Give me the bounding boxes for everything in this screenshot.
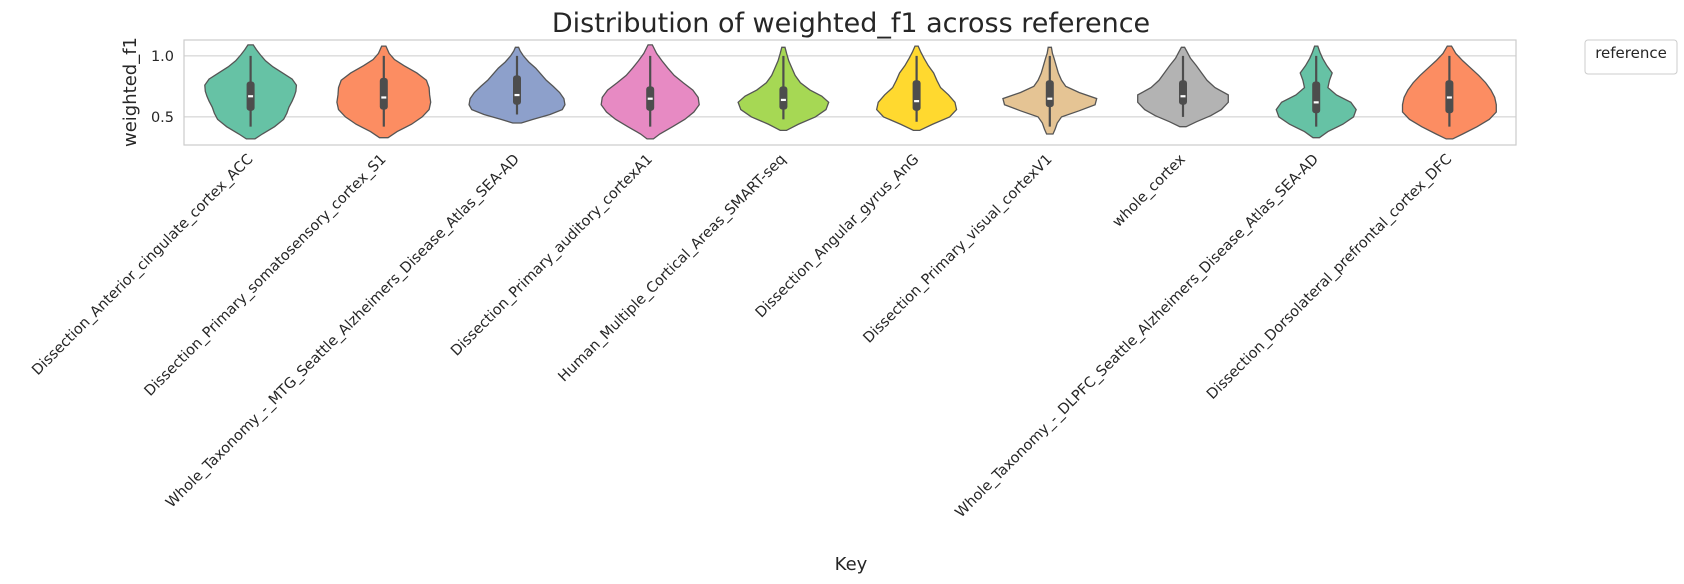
x-axis-ticks: Dissection_Anterior_cingulate_cortex_ACC… [29,151,1455,521]
violin-iqr-box [1045,80,1054,108]
legend-frame [1584,39,1678,75]
y-axis-ticks: 0.5 1.0 [151,49,174,126]
violin-group [468,46,566,124]
x-tick-label: Dissection_Primary_somatosensory_cortex_… [142,152,390,400]
violin-iqr-box [513,75,521,105]
y-tick-label: 0.5 [151,110,174,126]
violin-median [248,95,254,98]
x-axis-label: Key [835,554,868,575]
violin-group [737,46,830,131]
violin-median [914,100,920,103]
violin-median [780,98,786,102]
y-axis-label: weighted_f1 [120,37,141,147]
violin-iqr-box [912,80,921,111]
x-tick-label: Dissection_Angular_gyrus_AnG [753,152,923,322]
violin-group [600,44,700,140]
violin-group [1401,45,1497,140]
x-tick-label: Human_Multiple_Cortical_Areas_SMART-seq [556,152,790,386]
x-tick-label: Dissection_Anterior_cingulate_cortex_ACC [29,152,256,379]
violin-median [1446,96,1452,99]
violins [204,44,1497,140]
violin-median [1313,101,1319,104]
x-tick-label: whole_cortex [1110,151,1189,230]
x-tick-label: Dissection_Dorsolateral_prefrontal_corte… [1204,152,1455,403]
violin-group [875,45,958,131]
violin-median [647,97,653,100]
y-tick-label: 1.0 [151,49,174,65]
violin-median [381,96,387,99]
violin-iqr-box [379,77,388,110]
violin-median [1180,95,1186,98]
violin-iqr-box [779,86,788,110]
legend: reference [1584,39,1678,75]
violin-iqr-box [1179,80,1187,105]
violin-group [204,44,298,140]
violin-group [1002,46,1098,135]
violin-median [514,93,520,97]
chart-title: Distribution of weighted_f1 across refer… [552,8,1150,39]
violin-median [1047,97,1053,100]
legend-title: reference [1595,44,1667,62]
violin-group [336,45,432,139]
violin-group [1275,45,1357,139]
violin-group [1137,46,1229,128]
violin-iqr-box [1312,81,1321,114]
